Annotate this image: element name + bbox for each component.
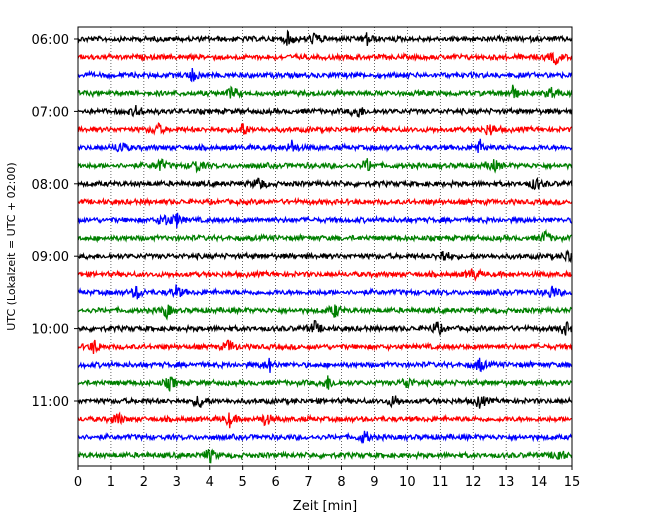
x-ticks: 0 1 2 3 4 5 6 7 8 9 10 11 12 13 14 15 bbox=[74, 466, 580, 490]
x-tick-label: 5 bbox=[239, 475, 247, 490]
seismogram-traces bbox=[77, 29, 573, 464]
x-tick-label: 3 bbox=[173, 475, 181, 490]
seismogram-trace bbox=[77, 176, 573, 191]
seismogram-trace bbox=[77, 284, 573, 300]
seismogram-trace bbox=[77, 249, 573, 264]
seismogram-trace bbox=[77, 84, 573, 100]
x-tick-label: 10 bbox=[399, 475, 416, 490]
seismogram-trace bbox=[77, 320, 573, 337]
y-tick-label: 06:00 bbox=[32, 33, 69, 48]
y-tick-label: 11:00 bbox=[32, 395, 69, 410]
seismogram-trace bbox=[77, 51, 573, 66]
seismogram-trace bbox=[77, 67, 573, 83]
x-tick-label: 15 bbox=[564, 475, 581, 490]
seismogram-trace bbox=[77, 29, 573, 46]
y-axis-label: UTC (Lokalzeit = UTC + 02:00) bbox=[5, 162, 18, 330]
seismogram-trace bbox=[77, 196, 573, 207]
seismogram-trace bbox=[77, 430, 573, 445]
y-tick-label: 07:00 bbox=[32, 105, 69, 120]
x-tick-label: 0 bbox=[74, 475, 82, 490]
seismogram-trace bbox=[77, 138, 573, 153]
seismogram-trace bbox=[77, 339, 573, 355]
seismogram-trace bbox=[77, 267, 573, 282]
y-tick-label: 10:00 bbox=[32, 323, 69, 338]
x-tick-label: 2 bbox=[140, 475, 148, 490]
seismogram-trace bbox=[77, 158, 573, 174]
x-tick-label: 14 bbox=[531, 475, 548, 490]
x-tick-label: 6 bbox=[271, 475, 279, 490]
x-tick-label: 13 bbox=[498, 475, 515, 490]
x-tick-label: 12 bbox=[465, 475, 482, 490]
x-tick-label: 8 bbox=[337, 475, 345, 490]
y-tick-label: 09:00 bbox=[32, 250, 69, 265]
seismogram-trace bbox=[77, 304, 573, 321]
plot-frame bbox=[77, 26, 573, 467]
seismogram-trace bbox=[77, 105, 573, 118]
x-tick-label: 11 bbox=[432, 475, 449, 490]
x-tick-label: 9 bbox=[370, 475, 378, 490]
plot-area bbox=[78, 27, 572, 466]
seismogram-trace bbox=[77, 411, 573, 429]
seismogram-trace bbox=[77, 357, 573, 373]
x-axis-label: Zeit [min] bbox=[293, 499, 357, 514]
seismogram-trace bbox=[77, 228, 573, 244]
seismogram-trace bbox=[77, 375, 573, 392]
seismogram-trace bbox=[77, 122, 573, 136]
seismogram-trace bbox=[77, 212, 573, 229]
y-ticks: 06:00 07:00 08:00 09:00 10:00 11:00 bbox=[32, 33, 78, 410]
y-tick-label: 08:00 bbox=[32, 178, 69, 193]
seismogram-trace bbox=[77, 448, 573, 464]
x-tick-label: 7 bbox=[304, 475, 312, 490]
x-tick-label: 4 bbox=[206, 475, 214, 490]
grid-lines bbox=[110, 27, 540, 466]
x-tick-label: 1 bbox=[107, 475, 115, 490]
seismogram-trace bbox=[77, 395, 573, 409]
